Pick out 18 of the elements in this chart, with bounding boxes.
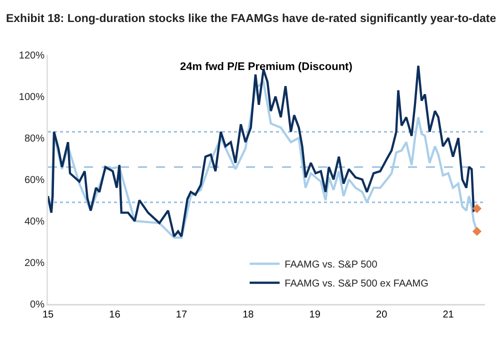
legend-label: FAAMG vs. S&P 500 [284, 260, 378, 271]
y-tick-label: 120% [18, 50, 45, 62]
chart-title: Exhibit 18: Long-duration stocks like the FAAMGs have de-rated significantly year-to-date [6, 12, 496, 25]
x-tick-label: 17 [176, 310, 188, 320]
x-tick-label: 15 [42, 310, 54, 320]
text: 24m fwd P/E Premium (Discount) [180, 61, 353, 73]
x-tick-label: 20 [376, 310, 388, 320]
y-tick-label: 60% [24, 175, 45, 186]
y-tick-label: 100% [18, 92, 45, 103]
y-tick-label: 20% [24, 258, 45, 269]
y-tick-label: 80% [24, 134, 45, 144]
y-tick-label: 40% [24, 216, 45, 228]
x-tick-label: 18 [242, 310, 254, 320]
legend-label: FAAMG vs. S&P 500 ex FAAMG [284, 278, 429, 290]
y-tick-label: 0% [30, 300, 45, 310]
x-tick-label: 16 [109, 310, 121, 320]
x-tick-label: 21 [442, 310, 454, 320]
x-tick-label: 19 [309, 310, 321, 320]
